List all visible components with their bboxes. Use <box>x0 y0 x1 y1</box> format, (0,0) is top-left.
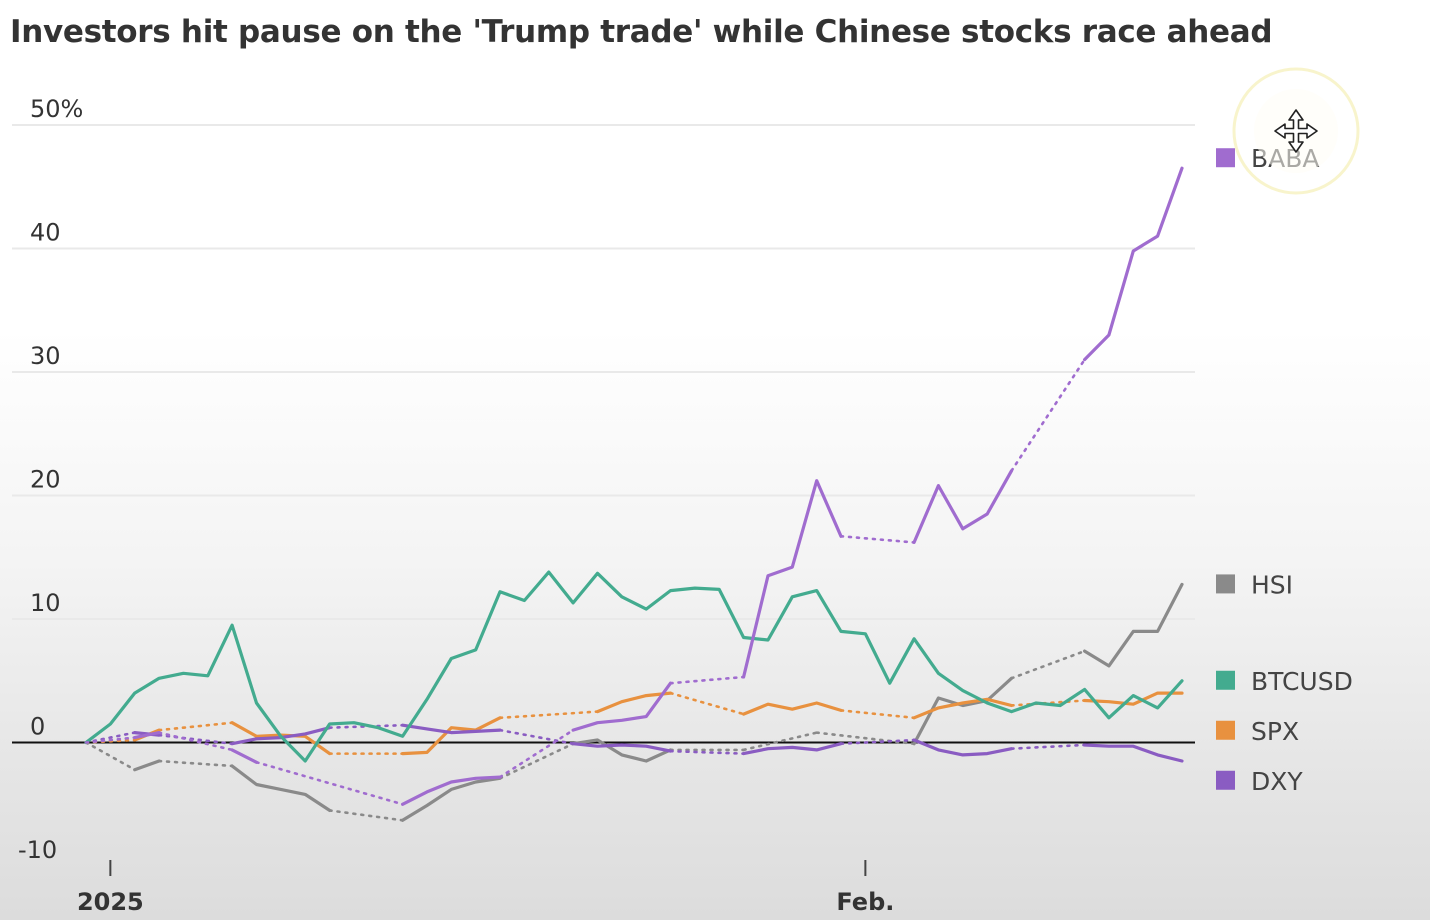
series-line-segment <box>741 479 843 679</box>
series-line-segment <box>912 469 1014 545</box>
x-axis: 2025 Feb. <box>77 860 894 916</box>
y-tick-label: 0 <box>30 713 45 741</box>
series-line-segment <box>912 697 1014 720</box>
series-line-segment <box>595 691 673 714</box>
legend-item-spx: SPX <box>1216 717 1299 746</box>
series-gap-segment <box>1010 358 1086 473</box>
series-gap-segment <box>839 709 916 720</box>
series-gap-segment <box>839 534 916 544</box>
series-line-segment <box>401 776 502 822</box>
series-line-segment <box>571 742 673 753</box>
series-line-segment <box>401 723 502 735</box>
series-gap-segment <box>255 760 404 806</box>
series-gap-segment <box>84 741 137 771</box>
legend-swatch <box>1216 720 1235 740</box>
series-baba <box>84 166 1184 806</box>
y-tick-label: 40 <box>30 219 61 247</box>
series-gap-segment <box>157 759 234 768</box>
series-line-segment <box>912 738 1014 757</box>
legend-item-btcusd: BTCUSD <box>1216 667 1353 696</box>
series-line-segment <box>912 676 1014 746</box>
legend: BABAHSIBTCUSDSPXDXY <box>1216 144 1353 796</box>
series-line-segment <box>571 738 673 763</box>
y-tick-label: -10 <box>18 836 57 864</box>
legend-swatch <box>1216 770 1235 790</box>
y-tick-label: 10 <box>30 589 61 617</box>
series-gap-segment <box>157 721 234 732</box>
grid <box>12 124 1195 744</box>
y-axis-ticks: 50% 40 30 20 10 0 -10 <box>18 95 83 864</box>
series-gap-segment <box>669 749 745 755</box>
series-gap-segment <box>669 675 745 685</box>
series-btcusd <box>84 570 1184 763</box>
series-line-segment <box>133 730 161 740</box>
x-tick-label: 2025 <box>77 888 144 916</box>
series-line-segment <box>230 748 259 764</box>
legend-label: DXY <box>1251 767 1303 796</box>
series-line-segment <box>84 570 1184 763</box>
series-gap-segment <box>1010 649 1086 680</box>
series-gap-segment <box>498 710 599 720</box>
series-line-segment <box>401 716 502 756</box>
legend-label: HSI <box>1251 570 1293 599</box>
legend-item-dxy: DXY <box>1216 767 1303 796</box>
y-tick-label: 30 <box>30 342 61 370</box>
series-gap-segment <box>498 728 575 779</box>
legend-swatch <box>1216 574 1235 594</box>
series-gap-segment <box>498 742 575 780</box>
series-line-segment <box>1082 582 1184 668</box>
legend-label: BTCUSD <box>1251 667 1353 696</box>
series-line-segment <box>1082 166 1184 362</box>
series-line-segment <box>230 764 332 813</box>
series-lines <box>84 166 1184 822</box>
series-line-segment <box>1082 691 1184 706</box>
x-tick-label: Feb. <box>836 888 894 916</box>
move-cursor-icon <box>1232 67 1360 195</box>
chart-title: Investors hit pause on the 'Trump trade'… <box>10 14 1273 50</box>
series-gap-segment <box>1010 743 1086 750</box>
series-gap-segment <box>84 736 137 744</box>
series-line-segment <box>1082 743 1184 763</box>
y-tick-label: 20 <box>30 466 61 494</box>
series-line-segment <box>133 759 161 772</box>
legend-item-hsi: HSI <box>1216 570 1293 599</box>
legend-label: SPX <box>1251 717 1299 746</box>
series-gap-segment <box>669 691 745 716</box>
series-line-segment <box>401 775 502 806</box>
series-line-segment <box>741 701 843 716</box>
series-gap-segment <box>157 731 234 752</box>
y-tick-label: 50% <box>30 95 83 123</box>
legend-swatch <box>1216 148 1235 168</box>
series-line-segment <box>741 742 843 756</box>
legend-swatch <box>1216 670 1235 690</box>
series-line-segment <box>571 681 673 732</box>
series-gap-segment <box>328 809 404 822</box>
